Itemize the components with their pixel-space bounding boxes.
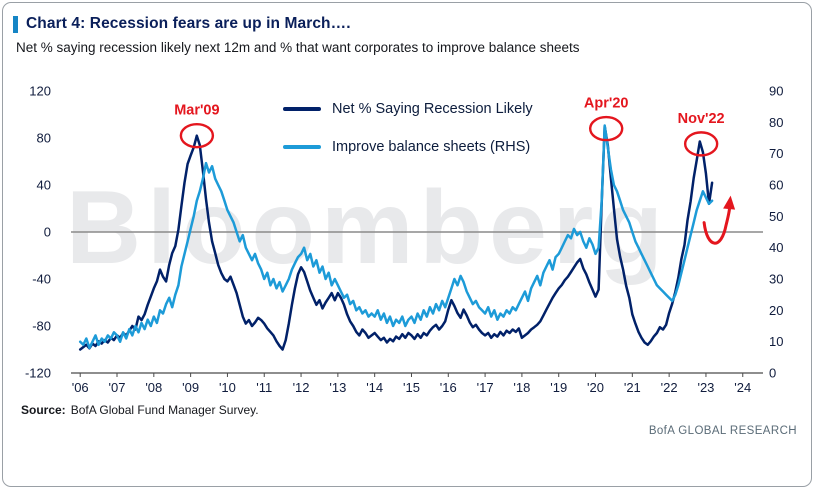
x-tick-label: '17 <box>477 380 494 395</box>
left-tick-label: -40 <box>32 272 51 287</box>
legend-item-balance: Improve balance sheets (RHS) <box>283 139 533 155</box>
legend-swatch-recession-line <box>283 107 321 111</box>
annotation-label: Apr'20 <box>584 96 629 112</box>
source-note: Source: BofA Global Fund Manager Survey. <box>21 403 801 417</box>
annotation-ellipse <box>588 115 624 142</box>
chart-header: Chart 4: Recession fears are up in March… <box>13 15 801 33</box>
title-accent-bar <box>13 15 18 33</box>
right-tick-label: 70 <box>769 146 783 161</box>
x-tick-label: '24 <box>734 380 751 395</box>
x-tick-label: '06 <box>72 380 89 395</box>
source-label: Source: <box>21 403 66 417</box>
left-tick-label: -80 <box>32 319 51 334</box>
right-tick-label: 0 <box>769 366 776 381</box>
x-tick-label: '19 <box>550 380 567 395</box>
legend-item-recession: Net % Saying Recession Likely <box>283 101 533 117</box>
chart-subtitle: Net % saying recession likely next 12m a… <box>16 40 580 55</box>
legend-swatch-balance-line <box>283 145 321 149</box>
bloomberg-watermark: Bloomberg <box>66 170 669 286</box>
x-tick-label: '11 <box>256 380 272 395</box>
left-tick-label: 120 <box>29 84 51 99</box>
brand-line: BofA GLOBAL RESEARCH <box>648 425 797 437</box>
annotation-ellipse <box>179 122 215 149</box>
right-tick-label: 80 <box>769 115 783 130</box>
annotation-label: Nov'22 <box>678 111 725 127</box>
source-text: BofA Global Fund Manager Survey. <box>70 403 259 417</box>
x-tick-label: '20 <box>587 380 604 395</box>
right-tick-label: 90 <box>769 84 783 99</box>
left-tick-label: -120 <box>25 366 51 381</box>
x-tick-label: '10 <box>219 380 236 395</box>
chart-area: Bloomberg '06 '07 '08 '09 '10 '11 '12 '13 '14 '15… <box>13 57 801 399</box>
left-tick-label: 0 <box>44 225 51 240</box>
x-tick-label: '08 <box>145 380 162 395</box>
right-tick-label: 10 <box>769 334 783 349</box>
x-tick-label: '18 <box>513 380 530 395</box>
annotation-ellipse <box>683 131 719 157</box>
recession-likely-line <box>78 125 714 351</box>
x-tick-label: '13 <box>329 380 346 395</box>
trend-arrow <box>702 203 732 245</box>
x-tick-label: '23 <box>697 380 714 395</box>
left-tick-label: 40 <box>37 178 51 193</box>
right-tick-label: 20 <box>769 303 783 318</box>
right-tick-label: 50 <box>769 209 783 224</box>
legend-label-recession: Net % Saying Recession Likely <box>332 101 533 117</box>
left-tick-label: 80 <box>37 131 51 146</box>
legend-label-balance: Improve balance sheets (RHS) <box>332 139 531 155</box>
line-chart: '06 '07 '08 '09 '10 '11 '12 '13 '14 '15 '16 '17 '18 '… <box>25 84 784 396</box>
x-tick-label: '22 <box>661 380 678 395</box>
trend-arrow-head <box>723 195 736 210</box>
x-tick-label: '07 <box>109 380 126 395</box>
x-tick-label: '09 <box>182 380 199 395</box>
annotation-label: Mar'09 <box>174 103 219 119</box>
legend: Net % Saying Recession Likely Improve ba… <box>283 101 533 155</box>
x-tick-label: '12 <box>293 380 310 395</box>
x-tick-label: '15 <box>403 380 420 395</box>
x-tick-label: '16 <box>440 380 457 395</box>
right-tick-label: 40 <box>769 240 783 255</box>
x-tick-label: '21 <box>624 380 641 395</box>
x-tick-label: '14 <box>366 380 383 395</box>
right-tick-label: 60 <box>769 178 783 193</box>
chart-footer: Source: BofA Global Fund Manager Survey. … <box>13 403 801 437</box>
chart-title: Chart 4: Recession fears are up in March… <box>26 15 351 32</box>
right-tick-label: 30 <box>769 272 783 287</box>
